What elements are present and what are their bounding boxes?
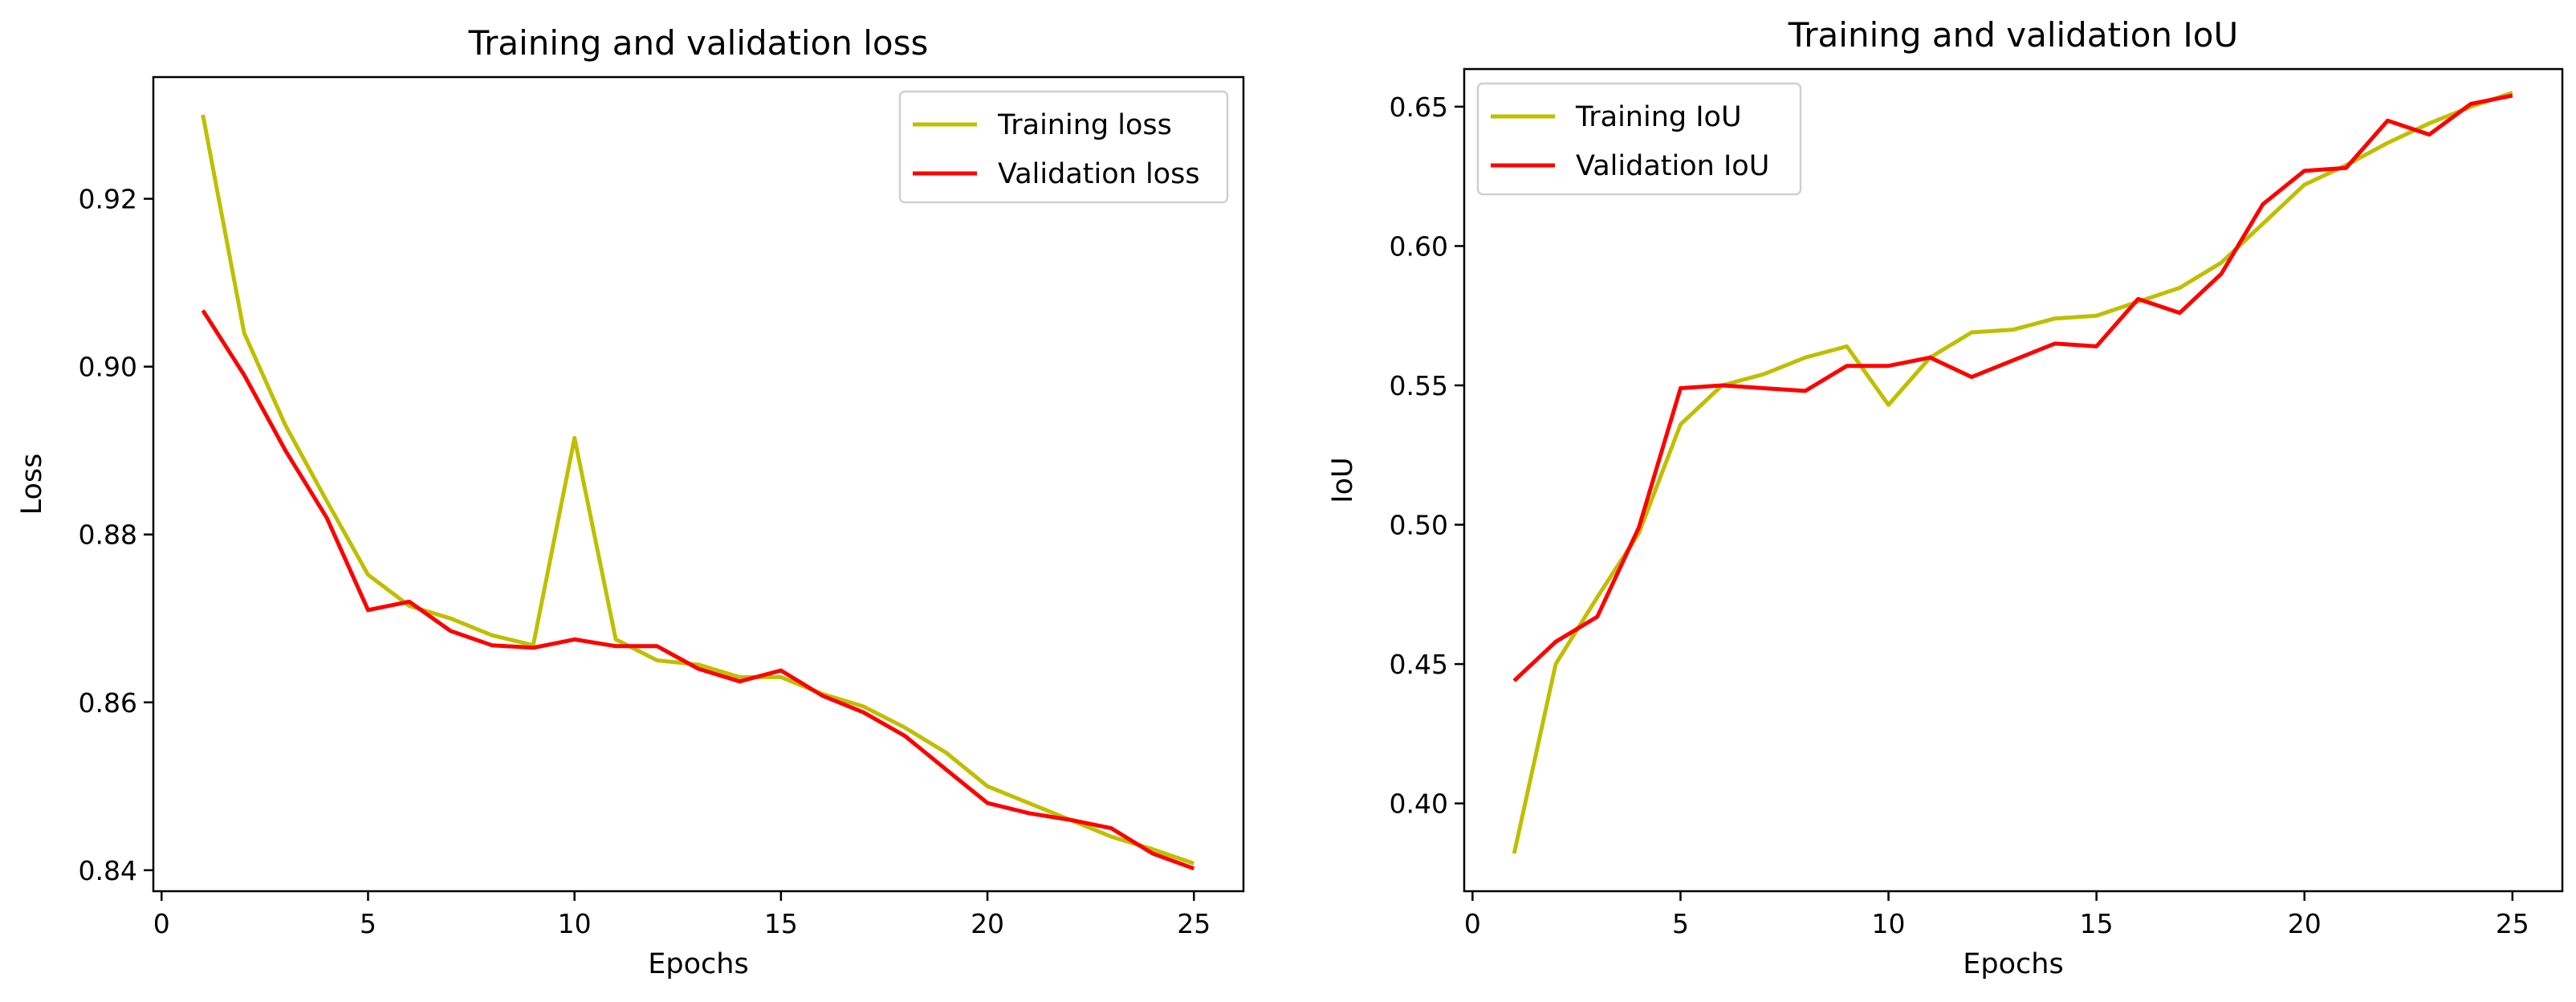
loss-y-tick-label: 0.86 <box>79 687 137 719</box>
loss-y-tick-label: 0.92 <box>79 184 137 215</box>
iou-chart-title: Training and validation IoU <box>1788 15 2238 55</box>
loss-chart: 0 5 10 15 20 25 0.84 0.86 0.88 0.90 0.92 Training a… <box>16 23 1245 980</box>
iou-y-tick-label: 0.40 <box>1390 788 1448 820</box>
loss-x-tick-label: 20 <box>971 908 1004 939</box>
loss-series-line-training <box>201 114 1195 866</box>
iou-legend-label-training: Training IoU <box>1575 101 1742 133</box>
iou-series-line-training <box>1512 91 2513 854</box>
iou-x-axis-label: Epochs <box>1963 948 2063 980</box>
loss-legend-box <box>898 90 1229 204</box>
loss-x-tick-label: 10 <box>558 908 592 939</box>
iou-y-tick-label: 0.50 <box>1390 510 1448 541</box>
iou-y-tick-label: 0.60 <box>1390 230 1448 262</box>
loss-legend-label-validation: Validation loss <box>998 158 1200 190</box>
iou-y-tick-label: 0.55 <box>1390 370 1448 401</box>
loss-x-axis-label: Epochs <box>648 948 748 980</box>
iou-y-tick-label: 0.65 <box>1390 92 1448 123</box>
iou-series-line-validation <box>1512 93 2513 682</box>
iou-y-tick-label: 0.45 <box>1390 649 1448 680</box>
iou-legend: Training IoU Validation IoU <box>1476 82 1802 196</box>
loss-x-tick-label: 15 <box>764 908 798 939</box>
loss-x-tick-label: 0 <box>153 908 170 939</box>
iou-chart: 0 5 10 15 20 25 0.40 0.45 0.50 0.55 0.60 0.65 Traini… <box>1327 15 2564 980</box>
iou-y-axis-label: IoU <box>1327 457 1359 503</box>
loss-legend: Training loss Validation loss <box>898 90 1229 204</box>
iou-legend-box <box>1476 82 1802 196</box>
iou-x-tick-label: 25 <box>2496 908 2529 939</box>
iou-x-tick-label: 15 <box>2080 908 2114 939</box>
loss-y-tick-label: 0.90 <box>79 352 137 383</box>
iou-axes-frame <box>1463 67 2564 893</box>
loss-x-tick-label: 5 <box>360 908 376 939</box>
loss-y-tick-label: 0.84 <box>79 855 137 886</box>
iou-x-tick-label: 5 <box>1672 908 1689 939</box>
loss-y-axis-label: Loss <box>16 454 48 515</box>
iou-x-tick-label: 0 <box>1464 908 1481 939</box>
iou-legend-label-validation: Validation IoU <box>1576 150 1769 182</box>
loss-chart-title: Training and validation loss <box>468 23 929 63</box>
loss-series-line-validation <box>201 309 1195 871</box>
iou-x-tick-label: 20 <box>2288 908 2322 939</box>
loss-x-tick-label: 25 <box>1177 908 1211 939</box>
loss-y-tick-label: 0.88 <box>79 519 137 551</box>
loss-axes-frame <box>152 75 1245 893</box>
iou-x-tick-label: 10 <box>1872 908 1906 939</box>
loss-legend-label-training: Training loss <box>997 109 1172 141</box>
